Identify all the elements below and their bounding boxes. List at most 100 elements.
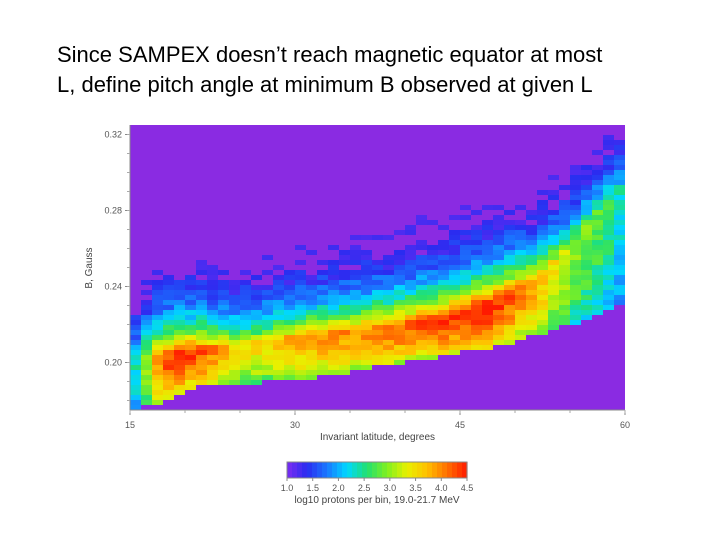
heatmap-cell: [141, 315, 152, 320]
heatmap-cell: [592, 190, 603, 195]
heatmap-cell: [174, 370, 185, 375]
heatmap-cell: [603, 190, 614, 195]
colorbar-segment: [392, 462, 398, 478]
heatmap-cell: [504, 320, 515, 325]
heatmap-cell: [207, 300, 218, 305]
heatmap-cell: [339, 260, 350, 265]
heatmap-cell: [240, 315, 251, 320]
heatmap-cell: [460, 335, 471, 340]
heatmap-cell: [383, 270, 394, 275]
heatmap-cell: [471, 290, 482, 295]
heatmap-cell: [196, 360, 207, 365]
heatmap-cell: [262, 355, 273, 360]
heatmap-cell: [515, 260, 526, 265]
heatmap-cell: [570, 190, 581, 195]
heatmap-cell: [427, 305, 438, 310]
heatmap-cell: [603, 255, 614, 260]
heatmap-cell: [460, 205, 471, 210]
heatmap-cell: [383, 265, 394, 270]
heatmap-cell: [130, 395, 141, 400]
heatmap-cell: [141, 380, 152, 385]
heatmap-cell: [339, 275, 350, 280]
heatmap-cell: [482, 230, 493, 235]
heatmap-cell: [328, 275, 339, 280]
heatmap-cell: [603, 165, 614, 170]
heatmap-cell: [526, 260, 537, 265]
heatmap-cell: [449, 235, 460, 240]
heatmap-cell: [570, 245, 581, 250]
heatmap-cell: [207, 310, 218, 315]
heatmap-cell: [427, 330, 438, 335]
colorbar-tick-label: 4.5: [461, 483, 474, 493]
heatmap-cell: [548, 315, 559, 320]
heatmap-cell: [306, 275, 317, 280]
heatmap-cell: [537, 295, 548, 300]
heatmap-cell: [350, 315, 361, 320]
heatmap-cell: [328, 285, 339, 290]
heatmap-cell: [405, 290, 416, 295]
heatmap-cell: [240, 340, 251, 345]
heatmap-cell: [130, 375, 141, 380]
colorbar-segment: [307, 462, 313, 478]
heatmap-cell: [163, 320, 174, 325]
heatmap-cell: [317, 345, 328, 350]
heatmap-cell: [295, 315, 306, 320]
heatmap-cell: [317, 355, 328, 360]
heatmap-cell: [174, 290, 185, 295]
heatmap-cell: [614, 200, 625, 205]
heatmap-cell: [614, 210, 625, 215]
heatmap-cell: [548, 275, 559, 280]
heatmap-cell: [295, 345, 306, 350]
heatmap-cell: [130, 345, 141, 350]
heatmap-cell: [581, 265, 592, 270]
heatmap-cell: [394, 325, 405, 330]
heatmap-cell: [328, 330, 339, 335]
heatmap-cell: [262, 320, 273, 325]
heatmap-cell: [438, 340, 449, 345]
heatmap-cell: [570, 280, 581, 285]
heatmap-cell: [317, 275, 328, 280]
heatmap-cell: [559, 280, 570, 285]
heatmap-cell: [559, 225, 570, 230]
heatmap-cell: [537, 245, 548, 250]
heatmap-cell: [229, 340, 240, 345]
heatmap-cell: [317, 360, 328, 365]
heatmap-cell: [570, 200, 581, 205]
heatmap-cell: [295, 285, 306, 290]
heatmap-cell: [493, 245, 504, 250]
heatmap-cell: [174, 325, 185, 330]
heatmap-cell: [548, 235, 559, 240]
heatmap-cell: [438, 245, 449, 250]
heatmap-cell: [163, 380, 174, 385]
heatmap-cell: [603, 135, 614, 140]
heatmap-cell: [185, 315, 196, 320]
heatmap-cell: [141, 330, 152, 335]
y-tick-label: 0.20: [104, 358, 122, 368]
heatmap-cell: [449, 325, 460, 330]
heatmap-cell: [471, 265, 482, 270]
heatmap-cell: [603, 140, 614, 145]
heatmap-cell: [537, 270, 548, 275]
heatmap-cell: [306, 250, 317, 255]
heatmap-cell: [482, 300, 493, 305]
heatmap-cell: [361, 265, 372, 270]
heatmap-cell: [581, 270, 592, 275]
heatmap-cell: [350, 255, 361, 260]
heatmap-cell: [240, 320, 251, 325]
heatmap-cell: [383, 350, 394, 355]
heatmap-cell: [383, 315, 394, 320]
heatmap-cell: [581, 255, 592, 260]
heatmap-cell: [163, 275, 174, 280]
heatmap-cell: [262, 360, 273, 365]
heatmap-cell: [537, 230, 548, 235]
heatmap-cell: [471, 300, 482, 305]
heatmap-cell: [405, 355, 416, 360]
heatmap-cell: [614, 150, 625, 155]
heatmap-cell: [592, 255, 603, 260]
heatmap-cell: [515, 280, 526, 285]
heatmap-cell: [548, 290, 559, 295]
heatmap-cell: [174, 355, 185, 360]
heatmap-cell: [493, 205, 504, 210]
heatmap-cell: [240, 295, 251, 300]
heatmap-cell: [515, 335, 526, 340]
